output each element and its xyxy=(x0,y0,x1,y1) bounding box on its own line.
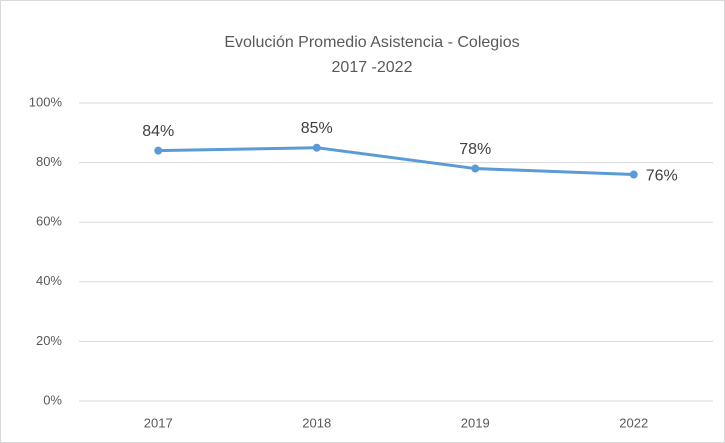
series-line xyxy=(158,146,634,177)
data-point xyxy=(471,164,480,173)
data-label: 76% xyxy=(646,168,678,185)
y-tick-label: 100% xyxy=(29,94,63,109)
y-tick-label: 80% xyxy=(36,154,62,169)
data-label: 85% xyxy=(301,120,333,137)
y-tick-label: 20% xyxy=(36,333,62,348)
x-tick-label: 2018 xyxy=(302,415,331,430)
y-tick-label: 60% xyxy=(36,214,62,229)
data-label: 78% xyxy=(459,141,491,158)
y-tick-label: 0% xyxy=(43,392,62,407)
chart-subtitle: 2017 -2022 xyxy=(332,59,413,76)
data-label: 84% xyxy=(142,123,174,140)
x-tick-label: 2017 xyxy=(144,415,173,430)
x-tick-label: 2022 xyxy=(619,415,648,430)
data-point xyxy=(629,170,638,179)
data-point xyxy=(154,146,163,155)
data-point xyxy=(312,143,321,152)
x-tick-label: 2019 xyxy=(461,415,490,430)
chart-title: Evolución Promedio Asistencia - Colegios xyxy=(224,34,519,51)
y-tick-label: 40% xyxy=(36,273,62,288)
